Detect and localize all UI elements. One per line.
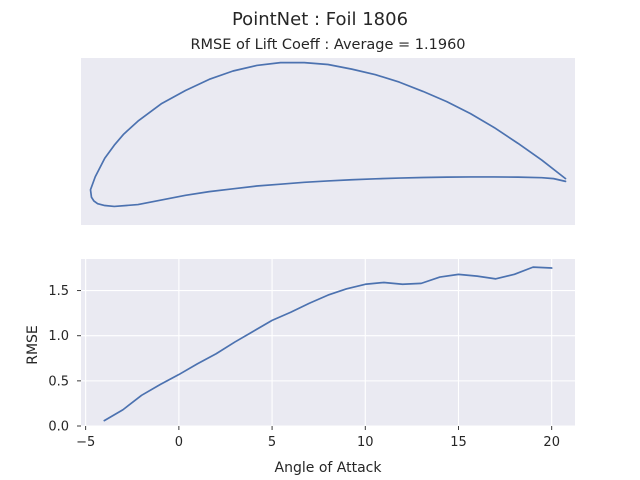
top-panel-title: RMSE of Lift Coeff : Average = 1.1960 [190,37,465,53]
y-tick-label: 0.0 [48,420,69,435]
y-tick-label: 1.5 [48,284,69,299]
figure-suptitle: PointNet : Foil 1806 [232,9,408,30]
x-tick-label: 0 [175,435,183,450]
airfoil-panel [81,58,575,225]
y-gridlines [81,290,575,427]
x-tick-label: 5 [268,435,276,450]
rmse-plot-area [81,259,575,426]
x-gridlines [85,259,553,426]
x-tick-label: −5 [76,435,95,450]
x-tick-labels: −5 0 5 10 15 20 [76,426,560,450]
airfoil-outline [89,61,567,208]
y-tick-labels: 0.0 0.5 1.0 1.5 [48,284,81,435]
y-tick-label: 1.0 [48,329,69,344]
x-axis-label: Angle of Attack [275,460,383,476]
airfoil-plot-area [81,58,575,225]
rmse-series-line [103,266,553,422]
rmse-panel: −5 0 5 10 15 20 0.00.51.01.5 Angle of Attack … [25,259,575,476]
x-tick-label: 10 [357,435,374,450]
y-tick-label: 0.5 [48,374,69,389]
x-tick-label: 15 [450,435,467,450]
x-tick-label: 20 [543,435,560,450]
y-axis-label: RMSE [25,325,41,365]
